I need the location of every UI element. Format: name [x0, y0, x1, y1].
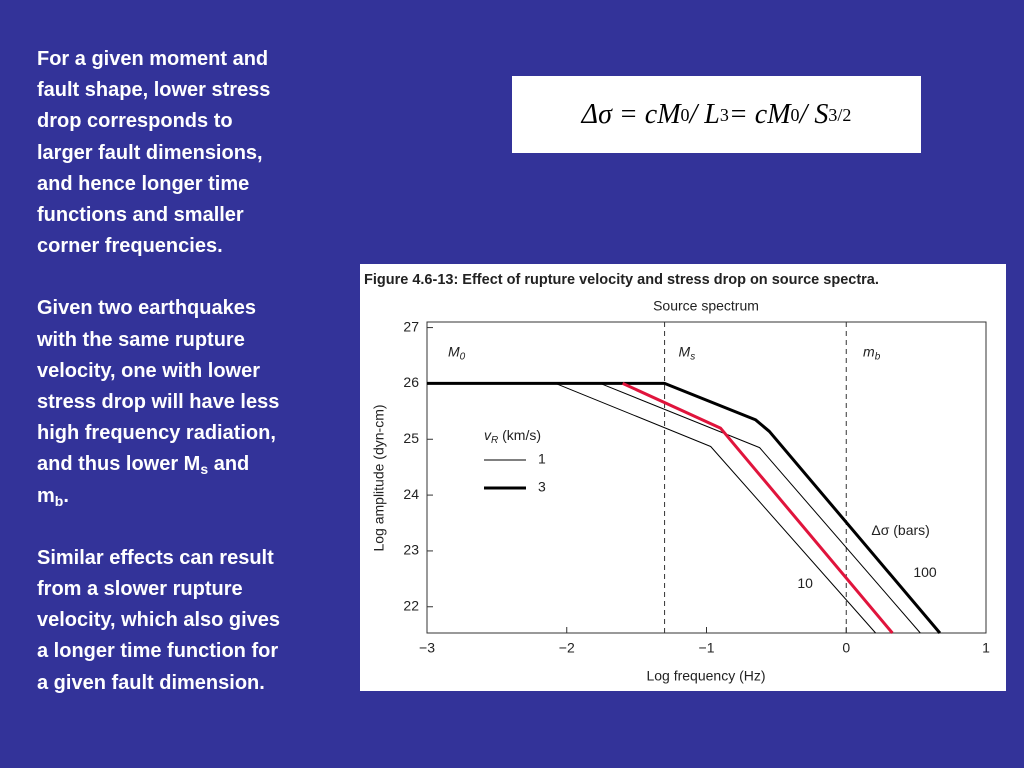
spectrum-line: [622, 382, 894, 634]
x-tick-label: −3: [419, 640, 435, 656]
y-tick-label: 25: [403, 430, 419, 446]
region-label-sub: s: [690, 351, 695, 362]
annotation: Δσ (bars): [871, 522, 929, 538]
text-line: corner frequencies.: [37, 235, 223, 258]
text-line: fault shape, lower stress: [37, 79, 271, 102]
chart: Figure 4.6-13: Effect of rupture velocit…: [360, 264, 1006, 691]
y-tick-label: 23: [403, 542, 419, 558]
paragraph: For a given moment and fault shape, lower…: [37, 44, 357, 262]
region-label-sub: b: [875, 351, 881, 362]
paragraph: Similar effects can result from a slower …: [37, 543, 357, 699]
text-line: velocity, which also gives: [37, 609, 281, 632]
region-label: M0: [448, 343, 466, 362]
text-line: For a given moment and: [37, 48, 269, 70]
text-line: with the same rupture: [37, 328, 245, 351]
region-label: Ms: [679, 343, 696, 362]
text-segment: = cM: [728, 98, 791, 130]
text-line: stress drop will have less: [37, 391, 280, 414]
text-line: high frequency radiation,: [37, 422, 276, 445]
y-tick-label: 27: [403, 318, 419, 334]
spectrum-line: [600, 382, 921, 634]
x-tick-label: 1: [982, 640, 990, 656]
x-tick-label: −2: [559, 640, 575, 656]
chart-title: Figure 4.6-13: Effect of rupture velocit…: [364, 272, 879, 288]
text-line: and hence longer time: [37, 172, 250, 195]
paragraph: Given two earthquakes with the same ruptu…: [37, 293, 357, 511]
region-label-main: m: [863, 343, 875, 359]
text-line: a longer time function for: [37, 640, 279, 663]
text-line: a given fault dimension.: [37, 671, 265, 694]
region-label-sub: 0: [460, 351, 466, 362]
text-line: larger fault dimensions,: [37, 141, 263, 164]
y-tick-label: 24: [403, 486, 419, 502]
text-segment: b: [54, 492, 64, 509]
x-axis-label: Log frequency (Hz): [646, 668, 765, 684]
annotation: 100: [913, 564, 937, 580]
legend-label: 1: [538, 451, 546, 467]
text-segment: s: [200, 461, 209, 478]
region-label: mb: [863, 343, 881, 362]
text-segment: and thus lower M: [37, 453, 201, 476]
y-tick-label: 26: [403, 374, 419, 390]
legend-title-rest: (km/s): [498, 427, 541, 443]
text-line: functions and smaller: [37, 204, 244, 227]
legend-title-sub: R: [491, 435, 498, 446]
text-segment: .: [63, 484, 69, 507]
text-segment: Δσ = cM: [581, 98, 681, 130]
legend-title-main: v: [484, 427, 492, 443]
annotation: 10: [797, 575, 813, 591]
text-line: from a slower rupture: [37, 578, 243, 601]
text-line: Similar effects can result: [37, 546, 274, 569]
text-line: drop corresponds to: [37, 110, 233, 133]
text-line: Given two earthquakes: [37, 297, 256, 320]
x-tick-label: 0: [842, 640, 850, 656]
text-line: and thus lower Ms and: [37, 449, 357, 480]
spectrum-line: [555, 382, 876, 634]
text-line: mb.: [37, 481, 357, 512]
region-label-main: M: [679, 343, 691, 359]
y-tick-label: 22: [403, 597, 419, 613]
y-axis-label: Log amplitude (dyn-cm): [371, 404, 387, 551]
text-segment: / L: [689, 98, 720, 130]
text-segment: and: [208, 453, 250, 476]
x-tick-label: −1: [699, 640, 715, 656]
spectrum-line: [427, 381, 942, 634]
region-label-main: M: [448, 343, 460, 359]
text-segment: m: [37, 484, 55, 507]
chart-subtitle: Source spectrum: [653, 298, 759, 314]
text-segment: / S: [799, 98, 829, 130]
legend-label: 3: [538, 479, 546, 495]
legend-title: vR (km/s): [484, 427, 541, 446]
text-line: velocity, one with lower: [37, 359, 261, 382]
body-text: For a given moment and fault shape, lower…: [37, 44, 357, 730]
